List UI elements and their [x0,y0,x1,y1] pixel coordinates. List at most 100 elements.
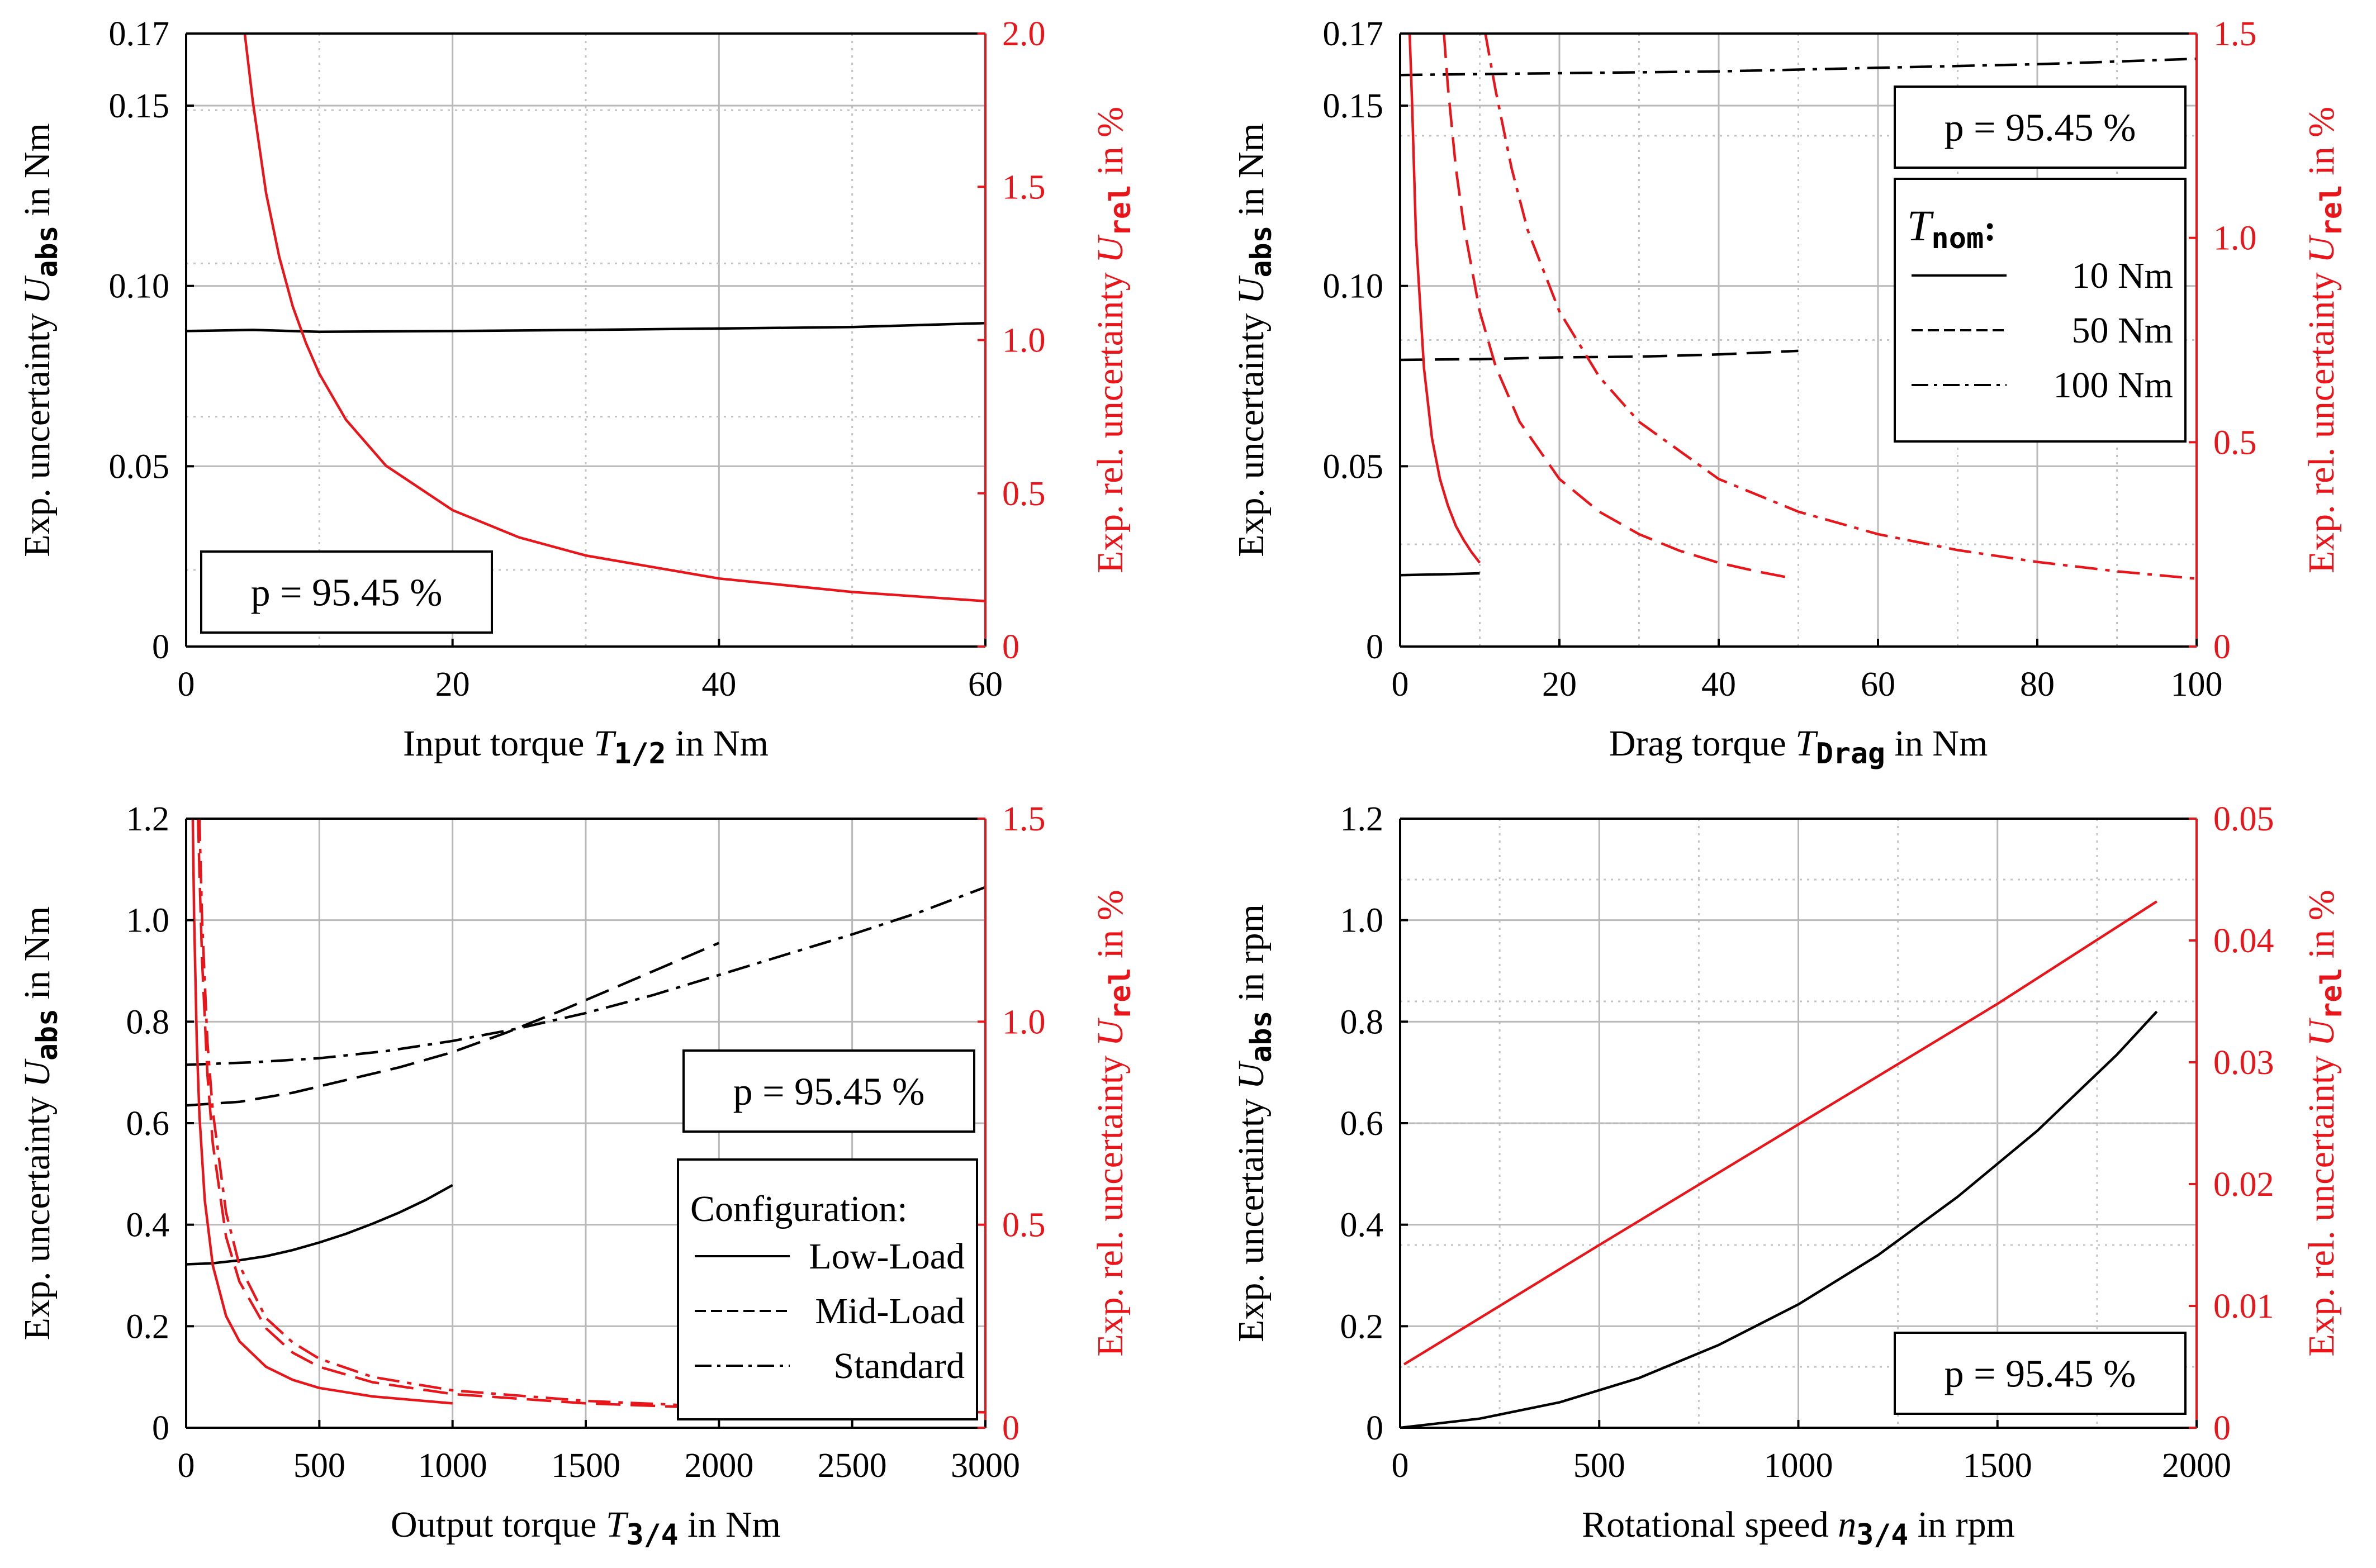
chart-drag-torque: 0 20 40 60 80 10000.050.100.150.1700.51.01.5D… [1231,15,2349,771]
legend-title-symbol: T [1907,201,1934,250]
y-right-axis-label-symbol: U [1090,1017,1131,1046]
y-right-axis-label-text: Exp. rel. uncertainty [1090,1046,1131,1356]
x-tick-label: 0 [1392,666,1409,704]
y-right-axis-label-symbol: U [2301,1017,2342,1046]
series-line-red-solid [191,819,453,1405]
y-left-tick-label: 0.17 [109,15,170,53]
x-tick-label: 1000 [1764,1447,1833,1485]
chart-input-torque: 0 20 40 6000.050.100.150.1700.51.01.52.0Inp… [17,15,1137,771]
x-tick-label: 40 [1701,666,1736,704]
x-axis-label-subscript: 3/4 [627,1518,679,1552]
series-line-black-dashed [186,942,720,1107]
y-right-axis-label-unit: in % [2301,890,2342,967]
x-tick-label: 1000 [418,1447,487,1485]
x-axis-label: Input torque T1/2 in Nm [403,723,769,771]
y-left-tick-label: 0.15 [1323,87,1384,125]
x-axis-label: Output torque T3/4 in Nm [391,1504,781,1552]
x-axis-label-subscript: 1/2 [614,737,666,771]
chart-output-torque: 0 500 1000 1500 2000 2500 300000.20.40.60.81.0… [17,800,1137,1552]
y-left-axis-label: Exp. uncertainty Uabs in Nm [17,906,64,1341]
annotation-text: p = 95.45 % [251,572,443,615]
series-line-red-dashdot [1484,34,2197,580]
y-left-axis-label-symbol: U [17,1058,58,1087]
x-axis-label-symbol: T [606,1504,629,1545]
x-tick-label: 2000 [2162,1447,2231,1485]
y-left-axis-label-subscript: abs [31,226,64,278]
x-tick-label: 20 [435,666,470,704]
x-tick-label: 1500 [551,1447,620,1485]
series-line-red-dashdot [198,819,985,1414]
x-axis-label-unit: in Nm [679,1504,781,1545]
y-left-axis-label-subscript: abs [31,1009,64,1061]
series-line-red-solid [243,34,985,603]
x-tick-label: 2000 [684,1447,753,1485]
y-right-axis-label-subscript: rel [2315,968,2349,1020]
series-line-red-solid [1408,34,1481,564]
legend-entry-label: Standard [833,1346,965,1386]
y-left-tick-label: 0.2 [126,1308,170,1346]
y-right-axis-label-subscript: rel [1104,968,1137,1020]
x-tick-label: 100 [2171,666,2223,704]
y-left-axis-label-unit: in Nm [1231,123,1272,225]
series-line-black-solid [186,1184,453,1266]
x-tick-label: 3000 [951,1447,1020,1485]
y-left-tick-label: 0.10 [1323,268,1384,306]
y-left-tick-label: 0.05 [1323,448,1384,486]
series-line-black-dashdot [186,886,985,1066]
legend-box [1894,178,2187,443]
y-left-axis-label: Exp. uncertainty Uabs in Nm [1231,123,1278,557]
x-axis-label: Drag torque TDrag in Nm [1609,723,1988,771]
y-right-tick-label: 1.0 [2213,220,2257,258]
y-right-tick-label: 1.0 [1002,1003,1046,1041]
x-axis-label-text: Input torque [403,723,594,764]
x-axis-label-subscript: 3/4 [1856,1518,1908,1552]
y-left-tick-label: 0.17 [1323,15,1384,53]
x-axis-label: Rotational speed n3/4 in rpm [1582,1504,2015,1552]
y-left-tick-label: 0.6 [1340,1105,1384,1143]
x-axis-label-unit: in Nm [1885,723,1988,764]
series-line-red-solid [1403,900,2158,1366]
series-line-black-dashed [1400,349,1799,362]
y-right-tick-label: 0 [1002,1409,1019,1447]
y-left-tick-label: 1.2 [126,800,170,838]
y-left-axis-label: Exp. uncertainty Uabs in rpm [1231,904,1278,1342]
y-right-axis-label: Exp. rel. uncertainty Urel in % [2301,890,2349,1356]
x-tick-label: 500 [1573,1447,1625,1485]
y-right-tick-label: 0.5 [1002,475,1046,513]
y-left-axis-label-text: Exp. uncertainty [1231,304,1272,557]
series-line-black-solid [1400,572,1480,577]
y-left-tick-label: 0 [152,628,169,666]
x-axis-label-symbol: T [594,723,616,764]
x-tick-label: 1500 [1963,1447,2032,1485]
y-right-tick-label: 0.5 [2213,424,2257,462]
y-left-axis-label-subscript: abs [1245,226,1278,278]
y-right-axis-label: Exp. rel. uncertainty Urel in % [1090,890,1137,1356]
legend-entry-label: Mid-Load [815,1291,965,1332]
y-right-tick-label: 1.5 [1002,168,1046,206]
series-line-red-dashed [197,819,719,1410]
x-axis-label-text: Rotational speed [1582,1504,1838,1545]
legend-entry-label: 50 Nm [2072,310,2174,351]
y-left-axis-label-unit: in Nm [17,123,58,225]
x-axis-label-text: Drag torque [1609,723,1796,764]
legend-box [677,1158,978,1420]
annotation-text: p = 95.45 % [733,1071,925,1114]
y-left-tick-label: 0.8 [126,1003,170,1041]
y-left-axis-label-symbol: U [1231,1060,1272,1089]
series-group [186,34,985,603]
y-right-tick-label: 2.0 [1002,15,1046,53]
legend-title: Configuration: [690,1189,908,1229]
y-right-axis-label-unit: in % [1090,107,1131,184]
y-left-tick-label: 0.4 [1340,1206,1384,1244]
annotation-box [200,550,493,634]
y-left-tick-label: 0 [1366,1409,1383,1447]
x-axis-label-subscript: Drag [1816,737,1885,771]
y-right-axis-label-unit: in % [1090,890,1131,967]
y-right-tick-label: 0.5 [1002,1206,1046,1244]
annotation-box [1894,85,2187,169]
y-left-tick-label: 0.6 [126,1105,170,1143]
y-right-axis-label-symbol: U [1090,234,1131,263]
y-right-axis-label-text: Exp. rel. uncertainty [2301,263,2342,573]
y-left-tick-label: 0 [152,1409,169,1447]
x-tick-label: 500 [293,1447,345,1485]
